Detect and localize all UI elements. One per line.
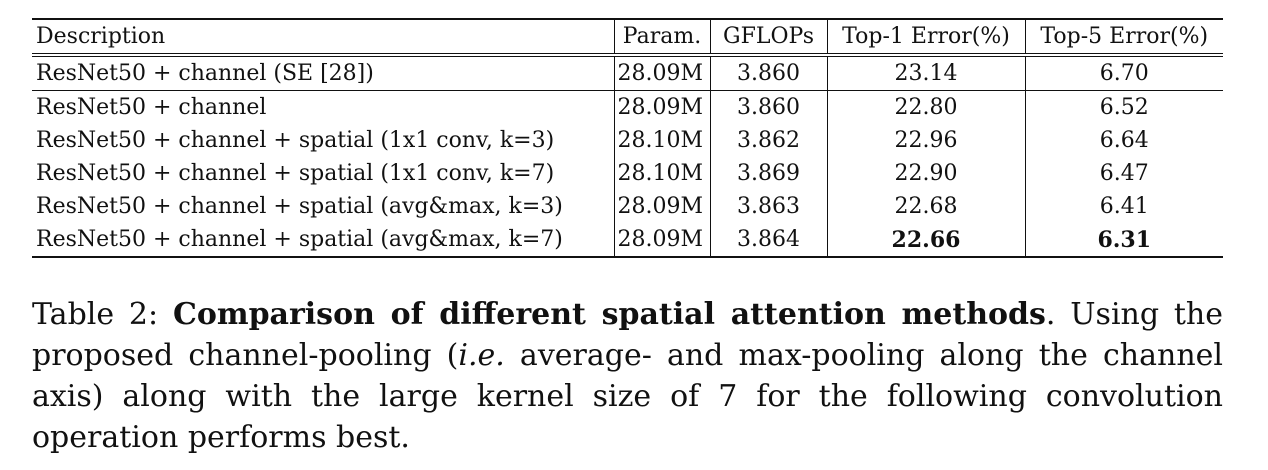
caption-label: Table 2: xyxy=(32,297,173,332)
row-top5: 6.41 xyxy=(1099,193,1149,219)
row-gflops: 3.869 xyxy=(710,157,828,190)
row-description: ResNet50 + channel + spatial (avg&max, k… xyxy=(32,223,615,257)
row-top1: 23.14 xyxy=(827,55,1026,91)
table-caption: Table 2: Comparison of different spatial… xyxy=(32,294,1223,458)
table-row: ResNet50 + channel + spatial (1x1 conv, … xyxy=(32,124,1223,157)
row-param: 28.09M xyxy=(614,55,711,91)
row-gflops: 3.863 xyxy=(710,190,828,223)
row-top5: 6.70 xyxy=(1099,60,1149,86)
row-top1: 22.96 xyxy=(827,124,1026,157)
table-row: ResNet50 + channel 28.09M 3.860 22.80 6.… xyxy=(32,90,1223,124)
row-top5: 6.47 xyxy=(1099,160,1149,186)
table-row: ResNet50 + channel + spatial (1x1 conv, … xyxy=(32,157,1223,190)
row-description: ResNet50 + channel + spatial (avg&max, k… xyxy=(32,190,615,223)
row-param: 28.09M xyxy=(614,223,711,257)
row-top5: 6.52 xyxy=(1099,94,1149,120)
row-gflops: 3.862 xyxy=(710,124,828,157)
table-row: ResNet50 + channel (SE [28]) 28.09M 3.86… xyxy=(32,55,1223,91)
row-param: 28.10M xyxy=(614,157,711,190)
table-row: ResNet50 + channel + spatial (avg&max, k… xyxy=(32,223,1223,257)
header-param: Param. xyxy=(614,19,711,55)
row-param: 28.09M xyxy=(614,190,711,223)
caption-text-1: . Using the proposed channel-pooling ( xyxy=(32,297,1223,373)
row-param: 28.09M xyxy=(614,90,711,124)
row-gflops: 3.864 xyxy=(710,223,828,257)
row-top1: 22.90 xyxy=(827,157,1026,190)
row-top1: 22.68 xyxy=(827,190,1026,223)
row-top5-best: 6.31 xyxy=(1097,226,1152,253)
row-top1: 22.80 xyxy=(827,90,1026,124)
row-description: ResNet50 + channel + spatial (1x1 conv, … xyxy=(32,157,615,190)
table-row: ResNet50 + channel + spatial (avg&max, k… xyxy=(32,190,1223,223)
row-description: ResNet50 + channel xyxy=(32,90,615,124)
row-top1-best: 22.66 xyxy=(827,223,1026,257)
row-top5: 6.64 xyxy=(1099,127,1149,153)
caption-title: Comparison of different spatial attentio… xyxy=(172,297,1046,332)
table-header-row: Description Param. GFLOPs Top-1 Error(%)… xyxy=(32,19,1223,55)
caption-text-2: average- and max-pooling along the chann… xyxy=(32,338,1223,455)
row-param: 28.10M xyxy=(614,124,711,157)
results-table-container: Description Param. GFLOPs Top-1 Error(%)… xyxy=(32,18,1223,258)
caption-ie: i.e. xyxy=(458,338,505,373)
row-gflops: 3.860 xyxy=(710,90,828,124)
row-gflops: 3.860 xyxy=(710,55,828,91)
row-description: ResNet50 + channel + spatial (1x1 conv, … xyxy=(32,124,615,157)
header-top1: Top-1 Error(%) xyxy=(827,19,1026,55)
row-description: ResNet50 + channel (SE [28]) xyxy=(32,55,615,91)
results-table: Description Param. GFLOPs Top-1 Error(%)… xyxy=(32,18,1223,258)
header-gflops: GFLOPs xyxy=(710,19,828,55)
header-description: Description xyxy=(32,19,615,55)
header-top5: Top-5 Error(%) xyxy=(1040,23,1209,49)
